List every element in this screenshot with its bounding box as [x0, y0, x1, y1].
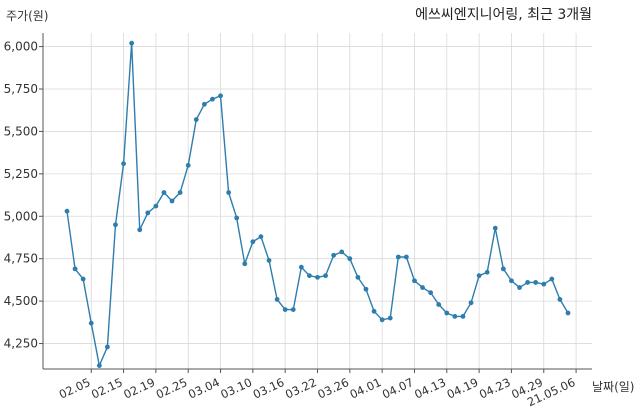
data-point: [290, 307, 296, 313]
y-tick-label: 4,250: [4, 337, 38, 351]
data-point: [64, 208, 70, 214]
x-tick-label: 02.25: [154, 375, 190, 402]
y-tick-label: 5,500: [4, 124, 38, 138]
y-tick-label: 5,750: [4, 82, 38, 96]
data-point: [500, 266, 506, 272]
data-point: [363, 286, 369, 292]
x-tick-label: 04.23: [477, 375, 513, 402]
y-axis-title: 주가(원): [6, 9, 48, 23]
data-point: [428, 290, 434, 296]
data-point: [145, 210, 151, 216]
data-point: [185, 162, 191, 168]
data-point: [339, 249, 345, 255]
data-point: [323, 273, 328, 279]
x-tick-label: 02.15: [89, 375, 125, 402]
data-point: [153, 203, 159, 209]
data-point: [525, 280, 530, 285]
data-point: [355, 274, 361, 280]
data-point: [371, 308, 377, 314]
x-tick-label: 02.05: [57, 375, 93, 402]
data-point: [476, 273, 482, 279]
data-point: [331, 252, 337, 258]
x-tick-label: 03.22: [283, 375, 319, 402]
grid: [43, 33, 592, 369]
data-point: [517, 285, 522, 290]
data-point: [258, 234, 264, 240]
data-point: [315, 274, 320, 280]
x-tick-label: 04.07: [380, 375, 416, 402]
data-point: [193, 117, 199, 122]
data-point: [242, 261, 248, 267]
data-point: [452, 313, 458, 319]
data-point: [161, 190, 167, 195]
y-tick-label: 4,750: [4, 252, 38, 266]
data-point: [298, 264, 304, 270]
data-point: [403, 254, 409, 260]
data-point: [307, 273, 312, 279]
data-point: [80, 276, 86, 282]
data-point: [509, 278, 514, 284]
x-tick-label: 04.13: [412, 375, 448, 402]
x-tick-label: 03.16: [251, 375, 287, 402]
data-point: [96, 363, 102, 369]
data-point: [210, 96, 215, 102]
data-point: [557, 297, 563, 302]
data-point: [177, 190, 183, 195]
data-point: [250, 239, 256, 245]
axes: [39, 33, 592, 373]
data-point: [395, 254, 401, 260]
data-point: [129, 40, 135, 46]
data-point: [436, 302, 442, 307]
data-point: [533, 280, 539, 285]
data-point: [379, 317, 385, 323]
data-point: [121, 161, 126, 167]
data-point: [282, 307, 288, 313]
y-tick-label: 6,000: [4, 40, 38, 54]
data-point: [266, 257, 272, 263]
data-point: [387, 315, 393, 321]
data-point: [412, 278, 417, 284]
x-tick-label: 04.19: [445, 375, 481, 402]
y-tick-labels: 4,250 4,500 4,750 5,000 5,250 5,500 5,750 6,000: [4, 40, 38, 351]
data-point: [226, 190, 232, 195]
data-point: [234, 215, 240, 221]
series-points: [64, 40, 571, 369]
x-tick-label: 03.26: [315, 375, 351, 402]
data-point: [105, 344, 110, 350]
data-point: [468, 300, 474, 306]
y-tick-label: 4,500: [4, 294, 38, 308]
x-tick-label: 02.19: [121, 375, 157, 402]
data-point: [565, 310, 571, 316]
data-point: [420, 285, 425, 290]
data-point: [72, 266, 78, 272]
data-point: [169, 198, 175, 204]
data-point: [549, 276, 555, 282]
data-point: [444, 310, 450, 316]
data-point: [113, 222, 118, 228]
data-point: [460, 313, 466, 319]
y-tick-label: 5,250: [4, 167, 38, 181]
x-tick-label: 04.01: [348, 375, 384, 402]
data-point: [137, 227, 143, 233]
data-point: [541, 281, 547, 287]
data-point: [201, 101, 207, 107]
data-point: [274, 297, 280, 302]
x-tick-labels: 02.0502.1502.1902.2503.0403.1003.1603.22…: [57, 375, 578, 409]
chart-title: 에쓰씨엔지니어링, 최근 3개월: [415, 7, 592, 23]
y-tick-label: 5,000: [4, 209, 38, 223]
data-point: [347, 256, 353, 262]
data-point: [88, 320, 94, 326]
data-point: [218, 93, 223, 99]
x-axis-title: 날짜(일): [592, 380, 634, 394]
data-point: [492, 225, 498, 231]
data-point: [484, 269, 490, 275]
x-tick-label: 03.10: [218, 375, 254, 402]
x-tick-label: 03.04: [186, 375, 222, 402]
